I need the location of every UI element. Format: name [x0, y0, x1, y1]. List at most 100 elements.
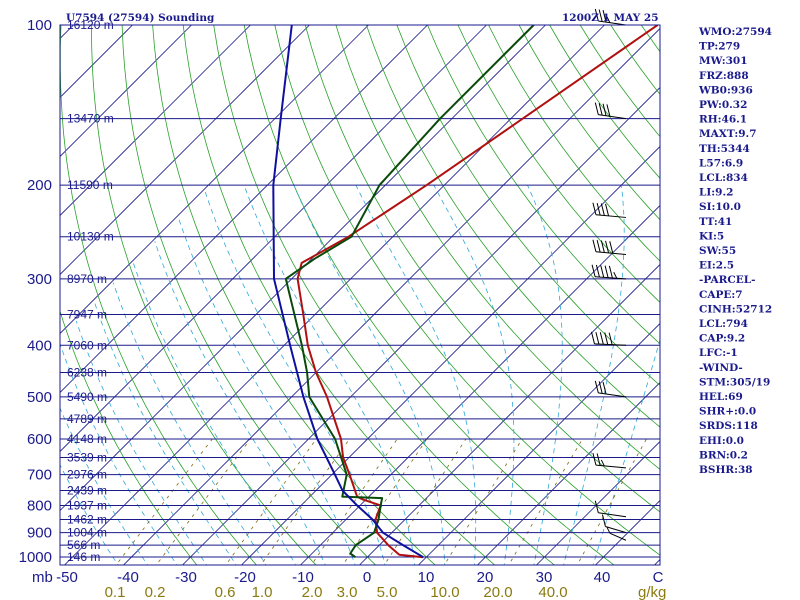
index-line: PW:0.32 [699, 99, 747, 111]
dry-adiabat [579, 25, 660, 138]
index-line: STM:305/19 [699, 376, 770, 388]
isotherm-line [60, 25, 74, 40]
mixing-ratio-tick: 5.0 [377, 584, 398, 600]
temperature-tick: 0 [363, 569, 371, 586]
barb-staff [609, 532, 627, 541]
height-label: 146 m [67, 550, 100, 564]
dry-adiabat [304, 25, 660, 513]
barb-flag [606, 104, 611, 117]
temperature-tick: -30 [175, 569, 197, 586]
dry-adiabat [335, 25, 660, 470]
dry-adiabat [60, 25, 257, 565]
isotherm-line [240, 145, 660, 565]
isotherm-line [358, 263, 660, 565]
moist-adiabat [60, 407, 149, 565]
barb-staff [598, 20, 627, 26]
temperature-tick: 30 [536, 569, 553, 586]
height-label: 3539 m [67, 450, 107, 464]
isotherm-line [60, 25, 546, 512]
index-line: SI:10.0 [699, 201, 741, 213]
isotherm-line [63, 25, 605, 565]
barb-staff [598, 512, 627, 518]
height-label: 10130 m [67, 230, 114, 244]
temperature-tick: 40 [594, 569, 611, 586]
index-line: HEL:69 [699, 391, 743, 403]
barb-flag [613, 271, 618, 279]
height-label: 6238 m [67, 366, 107, 380]
height-label: 4148 m [67, 432, 107, 446]
barb-flag [591, 331, 595, 345]
index-line: FRZ:888 [699, 70, 749, 82]
moist-adiabat [355, 184, 477, 565]
dry-adiabat [60, 309, 198, 565]
dry-adiabat [91, 25, 317, 565]
index-line: MW:301 [699, 55, 748, 67]
index-line: BSHR:38 [699, 464, 753, 476]
index-line: RH:46.1 [699, 114, 747, 126]
index-line: TH:5344 [699, 143, 750, 155]
barb-flag [594, 500, 599, 513]
chart-time: 1200Z 1 MAY 25 [562, 12, 659, 24]
mixing-ratio-line [260, 438, 350, 565]
index-line: CAPE:7 [699, 289, 743, 301]
barb-staff [595, 464, 627, 469]
index-line: LFC:-1 [699, 347, 738, 359]
dry-adiabat [549, 25, 660, 179]
dry-adiabat [457, 25, 660, 303]
mixing-ratio-tick: 10.0 [430, 584, 459, 600]
isotherm-line [122, 27, 660, 565]
isotherm-line [417, 322, 660, 565]
wind-barb [601, 514, 627, 534]
moist-adiabat [243, 184, 416, 565]
height-label: 2976 m [67, 468, 107, 482]
mixing-ratio-line [508, 438, 583, 565]
wind-barb [592, 202, 627, 218]
barb-flag [608, 332, 613, 345]
index-line: LI:9.2 [699, 187, 733, 199]
barb-flag [605, 240, 610, 254]
index-line: SRDS:118 [699, 420, 758, 432]
isotherm-line [60, 25, 310, 276]
pressure-label: 800 [27, 497, 52, 514]
height-label: 13470 m [67, 112, 114, 126]
barb-flag [601, 514, 606, 527]
mixing-ratio-tick: 0.6 [215, 584, 236, 600]
height-label: 2439 m [67, 484, 107, 498]
mixing-ratio-tick: 2.0 [302, 584, 323, 600]
index-line: TT:41 [699, 216, 732, 228]
barb-flag [608, 265, 613, 279]
isotherm-line [60, 25, 487, 453]
grid-lines [0, 25, 660, 568]
pressure-label: 200 [27, 177, 52, 194]
mixing-ratio-tick: 0.2 [145, 584, 166, 600]
height-label: 566 m [67, 538, 100, 552]
isotherm-line [60, 25, 428, 394]
moist-adiabat [154, 241, 326, 565]
barb-staff [595, 276, 627, 280]
barb-staff [598, 392, 627, 398]
index-line: L57:6.9 [699, 157, 743, 169]
index-line: CINH:52712 [699, 303, 772, 315]
pressure-label: 100 [27, 17, 52, 34]
height-label: 7060 m [67, 338, 107, 352]
index-line: -PARCEL- [699, 274, 755, 286]
mixing-ratio-unit: g/kg [638, 584, 666, 600]
wind-barb [594, 8, 627, 26]
barb-flag [602, 9, 607, 23]
isotherm-line [181, 86, 660, 565]
temperature-tick: -40 [117, 569, 139, 586]
barb-flag [600, 240, 605, 253]
barb-flag [605, 203, 610, 216]
moist-adiabat [433, 184, 515, 565]
pressure-label: 400 [27, 337, 52, 354]
isotherm-line [476, 381, 660, 565]
mixing-ratio-tick: 0.1 [105, 584, 126, 600]
dry-adiabat [427, 25, 660, 345]
dry-adiabat [182, 25, 496, 565]
pressure-label: 500 [27, 389, 52, 406]
mixing-ratio-tick: 1.0 [252, 584, 273, 600]
barb-flag [600, 459, 605, 467]
isotherm-line [0, 25, 15, 568]
isotherm-line [594, 499, 660, 565]
wind-barb [594, 500, 627, 518]
